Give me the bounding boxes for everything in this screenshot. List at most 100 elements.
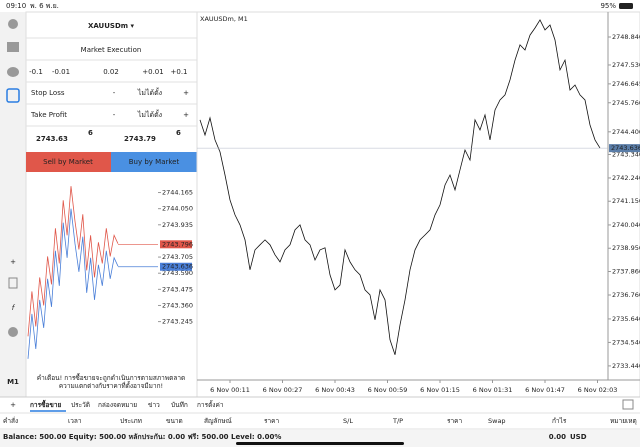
y-tick-label: 2744.165 — [162, 189, 193, 197]
y-tick-label: 2743.360 — [162, 301, 193, 309]
chart-title: XAUUSDm, M1 — [200, 15, 248, 23]
sl-minus[interactable]: - — [113, 89, 116, 97]
y-tick-label: 2740.040 — [612, 221, 640, 229]
currency: USD — [570, 433, 587, 441]
y-tick-label: 2747.530 — [612, 61, 640, 69]
volume-step[interactable]: 0.02 — [103, 68, 119, 76]
y-tick-label: 2743.705 — [162, 253, 193, 261]
buy-button[interactable] — [111, 152, 197, 172]
tab[interactable]: การซื้อขาย — [30, 399, 61, 409]
y-tick-label: 2738.950 — [612, 244, 640, 252]
y-tick-label: 2745.760 — [612, 99, 640, 107]
tab[interactable]: ข่าว — [148, 401, 160, 409]
column-header: หมายเหตุ — [610, 417, 637, 425]
crosshair-icon[interactable]: + — [10, 258, 16, 266]
chat-icon[interactable] — [7, 67, 19, 77]
sl-value[interactable]: ไม่ได้ตั้ง — [137, 86, 162, 97]
tick-line — [27, 208, 119, 359]
y-tick-label: 2737.860 — [612, 268, 640, 276]
y-tick-label: 2736.760 — [612, 291, 640, 299]
ask-price: 2743.79 — [124, 135, 156, 143]
ask-sup: 6 — [176, 129, 181, 137]
column-header: T/P — [392, 417, 403, 425]
column-header: ราคา — [447, 417, 462, 425]
y-tick-label: 2743.245 — [162, 318, 193, 326]
y-tick-label: 2744.050 — [162, 205, 193, 213]
x-tick-label: 6 Nov 02:03 — [578, 386, 618, 394]
price-tag — [609, 144, 640, 153]
volume-step[interactable]: -0.01 — [52, 68, 70, 76]
account-icon[interactable] — [8, 19, 18, 29]
bid-sup: 6 — [88, 129, 93, 137]
price-tag-label: 2743.796 — [162, 240, 193, 248]
profit: 0.00 — [549, 433, 566, 441]
column-header: ประเภท — [120, 417, 142, 425]
symbol[interactable]: XAUUSDm ▾ — [88, 22, 135, 30]
price-line — [199, 19, 601, 355]
tp-minus[interactable]: - — [113, 111, 116, 119]
tp-label: Take Profit — [30, 111, 67, 119]
y-tick-label: 2733.440 — [612, 362, 640, 370]
x-tick-label: 6 Nov 01:15 — [420, 386, 460, 394]
balance-bar — [0, 430, 640, 447]
volume-step[interactable]: +0.01 — [142, 68, 163, 76]
y-tick-label: 2741.150 — [612, 197, 640, 205]
candle-icon[interactable] — [8, 277, 18, 289]
home-indicator — [236, 442, 404, 445]
timeframe[interactable]: M1 — [7, 378, 19, 386]
expand-icon[interactable] — [622, 399, 634, 410]
y-tick-label: 2744.400 — [612, 128, 640, 136]
column-header: กำไร — [552, 417, 567, 425]
x-tick-label: 6 Nov 00:11 — [210, 386, 250, 394]
sl-plus[interactable]: + — [183, 89, 189, 97]
y-tick-label: 2743.475 — [162, 285, 193, 293]
y-tick-label: 2742.240 — [612, 174, 640, 182]
price-tag — [160, 240, 192, 249]
bid-price: 2743.63 — [36, 135, 68, 143]
sell-button[interactable] — [26, 152, 111, 172]
status-time: 09:10 — [6, 2, 26, 10]
x-tick-label: 6 Nov 00:43 — [315, 386, 355, 394]
execution[interactable]: Market Execution — [81, 46, 142, 54]
x-tick-label: 6 Nov 00:27 — [263, 386, 303, 394]
y-tick-label: 2735.640 — [612, 315, 640, 323]
tab[interactable]: บันทึก — [171, 401, 188, 409]
balance: Balance: 500.00 Equity: 500.00 หลักประกั… — [3, 433, 281, 441]
y-tick-label: 2743.935 — [162, 221, 193, 229]
battery-icon — [619, 3, 633, 9]
tab[interactable]: ประวัติ — [71, 401, 90, 409]
tp-plus[interactable]: + — [183, 111, 189, 119]
tab[interactable]: การตั้งค่า — [197, 400, 224, 409]
price-tag — [160, 262, 192, 271]
y-tick-label: 2743.590 — [162, 269, 193, 277]
column-header: คำสั่ง — [3, 416, 18, 425]
x-tick-label: 6 Nov 00:59 — [368, 386, 408, 394]
add-icon[interactable]: + — [10, 401, 16, 409]
sell-label[interactable]: Sell by Market — [43, 158, 93, 166]
price-tag-label: 2743.636 — [611, 144, 640, 152]
warning: ความแตกต่างกับราคาที่ตั้งอาจมีมาก! — [59, 381, 163, 390]
objects-icon[interactable] — [8, 327, 18, 337]
y-tick-label: 2748.840 — [612, 33, 640, 41]
buy-label[interactable]: Buy by Market — [129, 158, 180, 166]
tick-line — [27, 186, 119, 337]
column-header: ขนาด — [166, 417, 183, 425]
column-header: เวลา — [68, 417, 82, 425]
new-order-icon[interactable] — [6, 88, 20, 103]
volume-step[interactable]: +0.1 — [171, 68, 188, 76]
tab[interactable]: กล่องจดหมาย — [98, 401, 137, 409]
trade-icon[interactable] — [7, 42, 19, 52]
volume-step[interactable]: -0.1 — [29, 68, 43, 76]
y-tick-label: 2734.540 — [612, 338, 640, 346]
column-header: สัญลักษณ์ — [204, 417, 232, 425]
column-header: S/L — [343, 417, 353, 425]
indicator-icon[interactable]: f — [12, 304, 16, 312]
y-tick-label: 2746.645 — [612, 80, 640, 88]
warning: คำเตือน! การซื้อขายจะถูกดำเนินการตามสภาพ… — [37, 373, 185, 382]
tp-value[interactable]: ไม่ได้ตั้ง — [137, 108, 162, 119]
price-tag-label: 2743.636 — [162, 263, 193, 271]
main-chart — [196, 11, 640, 398]
x-tick-label: 6 Nov 01:31 — [473, 386, 513, 394]
